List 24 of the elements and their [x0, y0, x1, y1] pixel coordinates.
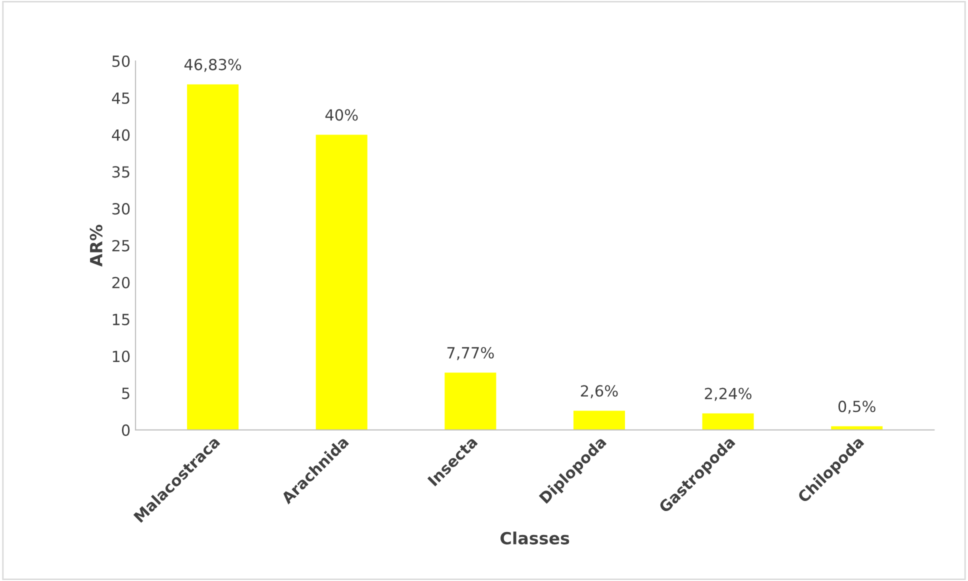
- y-tick-label: 35: [112, 166, 130, 178]
- y-tick-label: 25: [112, 240, 130, 252]
- data-label: 2,6%: [580, 385, 618, 398]
- y-tick-label: 50: [112, 55, 130, 68]
- y-axis-title: AR%: [90, 224, 102, 267]
- bar: [573, 410, 625, 430]
- y-tick-label: 5: [122, 388, 130, 400]
- bar: [444, 372, 496, 430]
- data-label: 2,24%: [704, 388, 752, 401]
- bar: [702, 413, 754, 430]
- y-tick-label: 0: [122, 424, 130, 436]
- data-label: 0,5%: [838, 400, 876, 414]
- y-tick-label: 20: [112, 276, 130, 288]
- data-label: 7,77%: [447, 346, 494, 360]
- data-label: 40%: [325, 109, 358, 121]
- bar: [316, 134, 368, 430]
- bar: [187, 84, 239, 430]
- y-tick-label: 30: [112, 203, 130, 215]
- x-axis-title: Classes: [500, 532, 570, 544]
- data-label: 46,83%: [184, 58, 242, 72]
- y-tick-label: 40: [112, 129, 130, 141]
- y-tick-label: 45: [112, 92, 130, 104]
- y-tick-label: 15: [112, 314, 130, 326]
- y-tick-label: 10: [112, 350, 130, 362]
